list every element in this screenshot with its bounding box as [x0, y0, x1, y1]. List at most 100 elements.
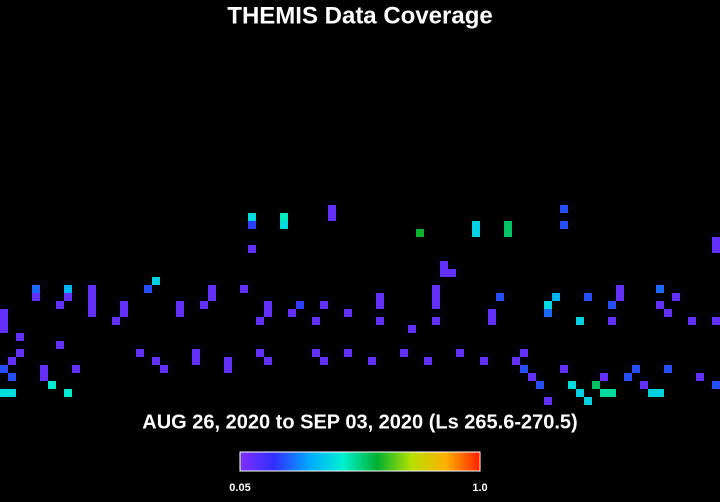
coverage-cell — [8, 357, 16, 365]
colorbar-tick-label: 0.05 — [229, 482, 250, 494]
coverage-cell — [504, 221, 512, 229]
coverage-cell — [296, 301, 304, 309]
coverage-cell — [712, 237, 720, 245]
coverage-cell — [712, 381, 720, 389]
coverage-cell — [280, 221, 288, 229]
coverage-cell — [320, 301, 328, 309]
coverage-cell — [0, 325, 8, 333]
coverage-cell — [56, 301, 64, 309]
coverage-cell — [544, 397, 552, 405]
coverage-cell — [88, 285, 96, 293]
coverage-cell — [40, 365, 48, 373]
coverage-cell — [456, 349, 464, 357]
coverage-cell — [264, 357, 272, 365]
coverage-cell — [592, 381, 600, 389]
coverage-cell — [136, 349, 144, 357]
coverage-cell — [376, 317, 384, 325]
coverage-cell — [16, 333, 24, 341]
coverage-cell — [224, 357, 232, 365]
coverage-cell — [0, 309, 8, 317]
coverage-cell — [88, 309, 96, 317]
coverage-cell — [424, 357, 432, 365]
coverage-cell — [0, 365, 8, 373]
coverage-cell — [696, 373, 704, 381]
coverage-cell — [16, 349, 24, 357]
coverage-cell — [320, 357, 328, 365]
coverage-cell — [328, 213, 336, 221]
coverage-cell — [648, 389, 656, 397]
coverage-cell — [432, 285, 440, 293]
coverage-cell — [632, 365, 640, 373]
coverage-cell — [608, 389, 616, 397]
coverage-cell — [416, 229, 424, 237]
colorbar-tick-label: 1.0 — [472, 482, 487, 494]
coverage-cell — [584, 293, 592, 301]
coverage-cell — [192, 349, 200, 357]
colorbar — [239, 451, 481, 472]
coverage-cell — [368, 357, 376, 365]
coverage-cell — [344, 349, 352, 357]
coverage-cell — [520, 349, 528, 357]
coverage-cell — [208, 285, 216, 293]
coverage-cell — [584, 397, 592, 405]
coverage-cell — [472, 221, 480, 229]
coverage-cell — [664, 309, 672, 317]
coverage-cell — [8, 389, 16, 397]
coverage-cell — [600, 389, 608, 397]
coverage-cell — [576, 389, 584, 397]
coverage-cell — [64, 285, 72, 293]
coverage-cell — [288, 309, 296, 317]
coverage-cell — [640, 381, 648, 389]
coverage-cell — [560, 221, 568, 229]
coverage-cell — [528, 373, 536, 381]
coverage-cell — [496, 293, 504, 301]
coverage-cell — [408, 325, 416, 333]
coverage-cell — [616, 285, 624, 293]
coverage-cell — [208, 293, 216, 301]
coverage-cell — [144, 285, 152, 293]
coverage-cell — [152, 277, 160, 285]
coverage-cell — [32, 285, 40, 293]
coverage-cell — [88, 293, 96, 301]
coverage-cell — [688, 317, 696, 325]
coverage-cell — [656, 285, 664, 293]
chart-subtitle: AUG 26, 2020 to SEP 03, 2020 (Ls 265.6-2… — [142, 411, 577, 433]
coverage-cell — [248, 221, 256, 229]
coverage-cell — [256, 349, 264, 357]
coverage-cell — [192, 357, 200, 365]
coverage-cell — [0, 317, 8, 325]
coverage-cell — [264, 309, 272, 317]
coverage-cell — [472, 229, 480, 237]
coverage-cell — [40, 373, 48, 381]
coverage-cell — [264, 301, 272, 309]
chart-title: THEMIS Data Coverage — [227, 2, 492, 29]
coverage-cell — [112, 317, 120, 325]
coverage-cell — [400, 349, 408, 357]
coverage-cell — [152, 357, 160, 365]
coverage-cell — [328, 205, 336, 213]
coverage-cell — [56, 341, 64, 349]
coverage-cell — [440, 269, 448, 277]
coverage-cell — [120, 309, 128, 317]
coverage-cell — [672, 293, 680, 301]
coverage-cell — [608, 301, 616, 309]
coverage-cell — [512, 357, 520, 365]
coverage-cell — [312, 349, 320, 357]
coverage-cell — [656, 389, 664, 397]
coverage-cell — [344, 309, 352, 317]
coverage-cell — [248, 213, 256, 221]
coverage-cell — [312, 317, 320, 325]
coverage-cell — [544, 301, 552, 309]
coverage-cell — [504, 229, 512, 237]
coverage-cell — [568, 381, 576, 389]
coverage-cell — [544, 309, 552, 317]
coverage-cell — [480, 357, 488, 365]
coverage-cell — [552, 293, 560, 301]
coverage-cell — [240, 285, 248, 293]
coverage-cell — [160, 365, 168, 373]
coverage-cell — [376, 293, 384, 301]
coverage-cell — [432, 317, 440, 325]
coverage-cell — [536, 381, 544, 389]
coverage-cell — [616, 293, 624, 301]
